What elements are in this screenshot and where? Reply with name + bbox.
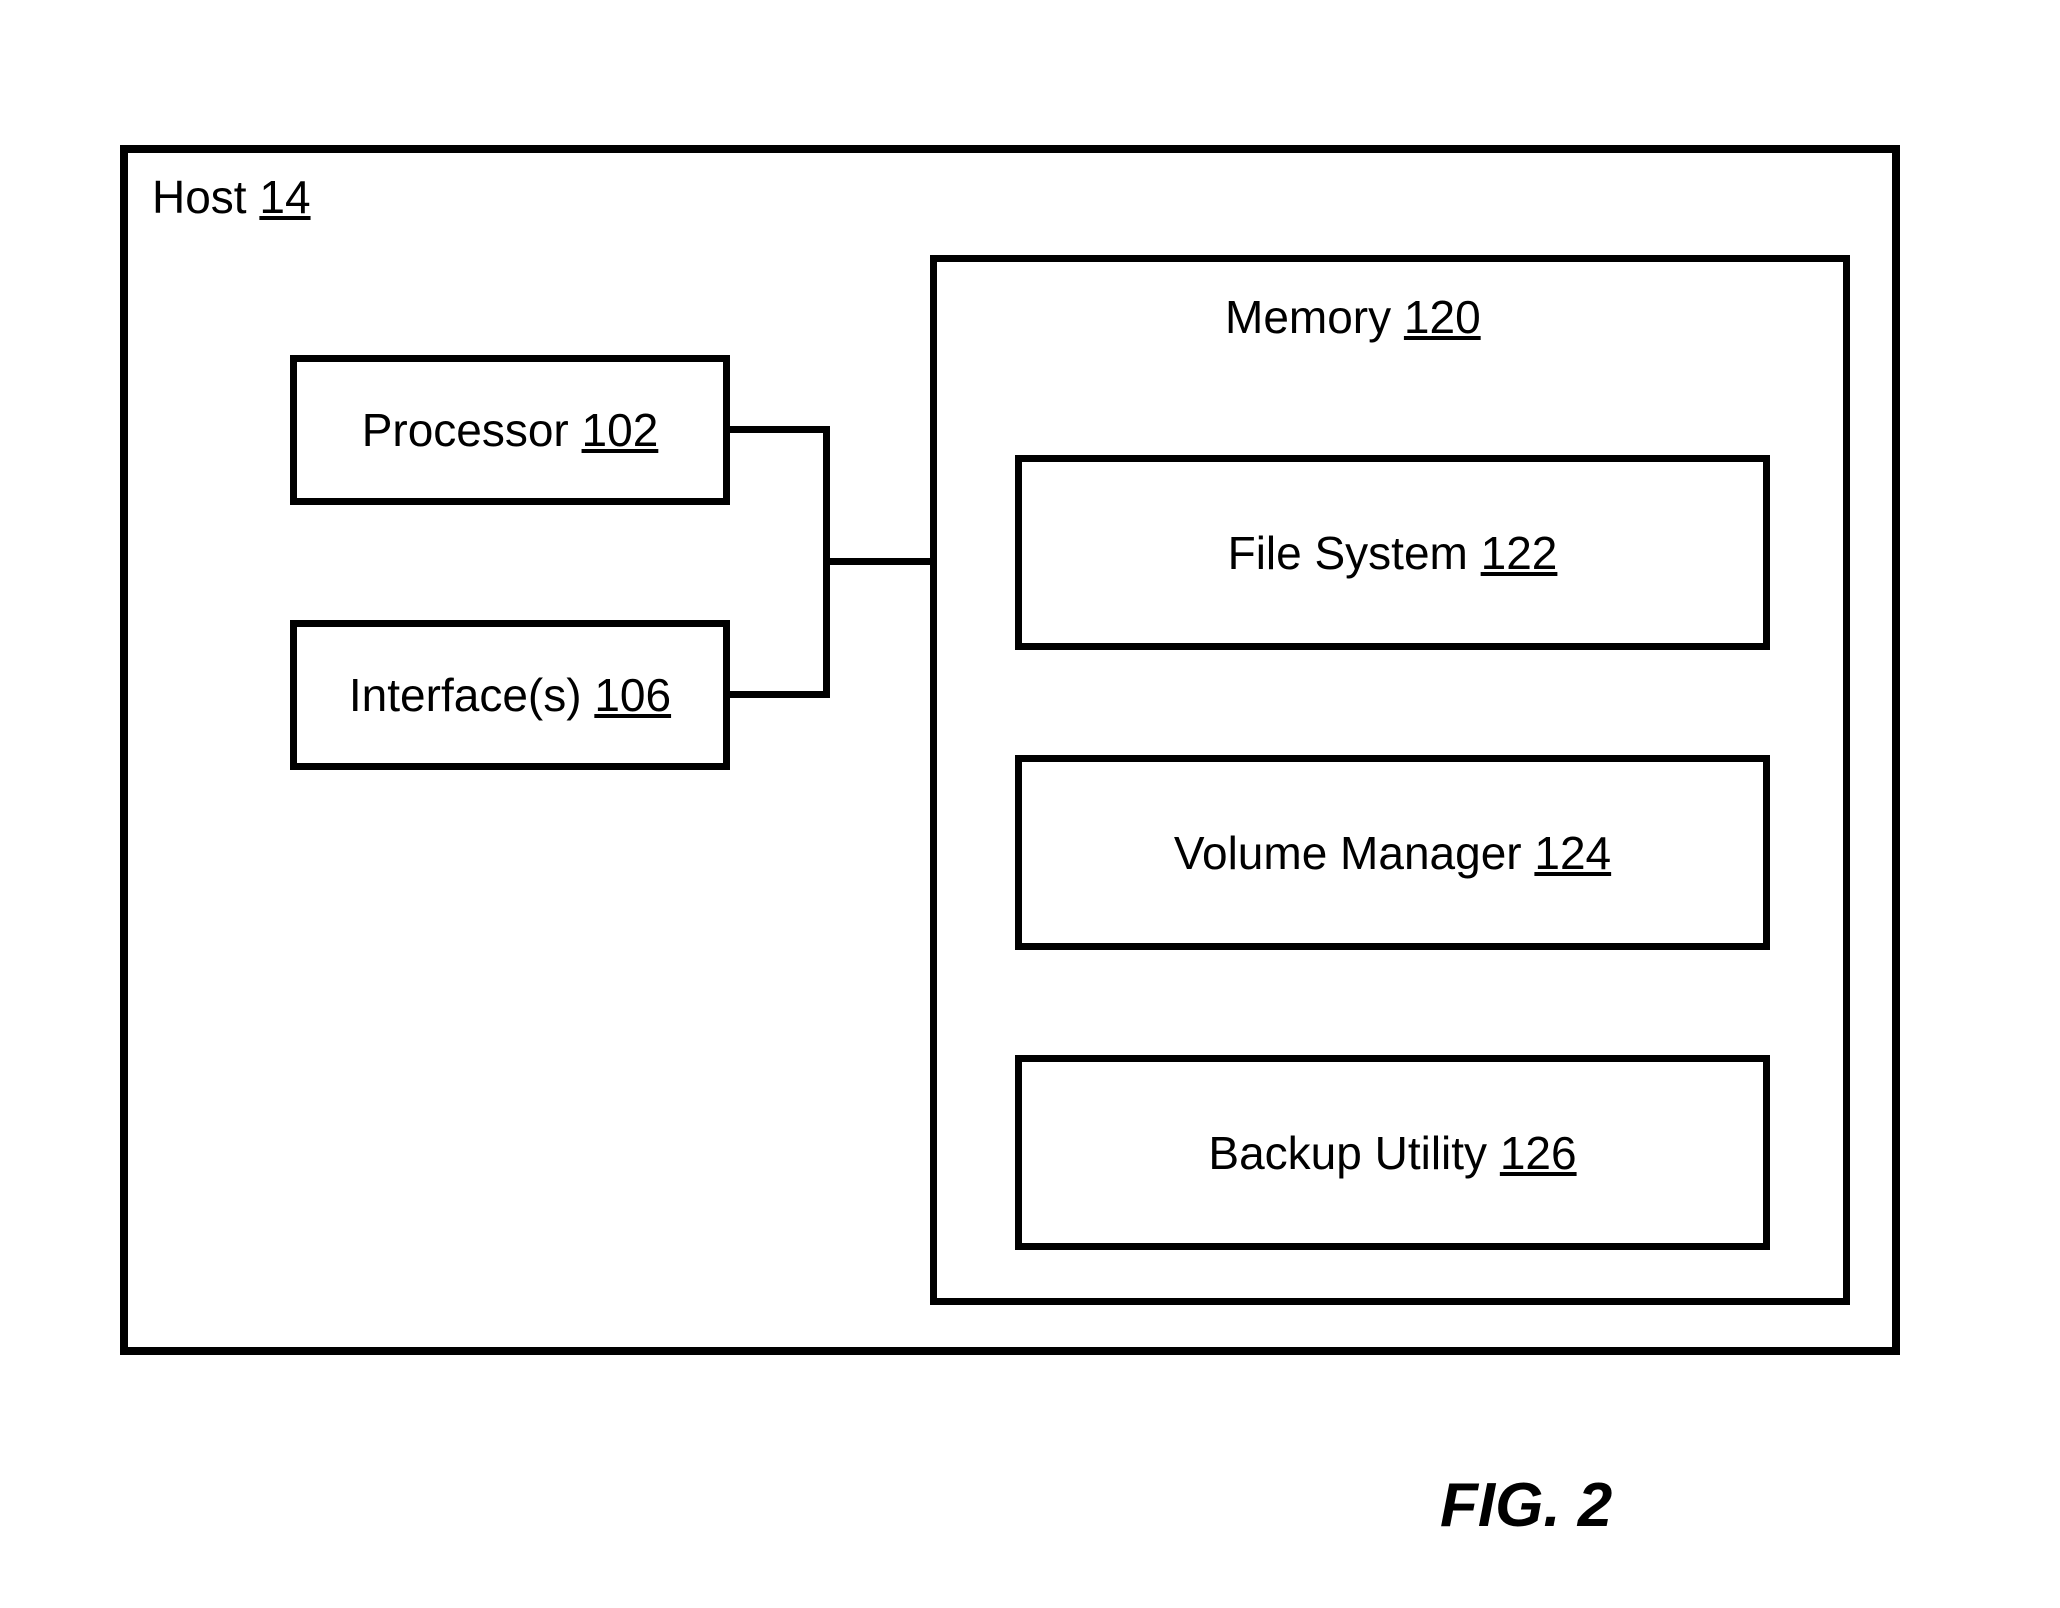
backup-utility-box: Backup Utility 126 <box>1015 1055 1770 1250</box>
connector-memory <box>823 558 931 565</box>
volume-manager-label-text: Volume Manager <box>1174 827 1535 879</box>
file-system-label: File System 122 <box>1228 526 1558 580</box>
connector-processor <box>730 426 830 433</box>
processor-label: Processor 102 <box>362 403 659 457</box>
figure-caption: FIG. 2 <box>1440 1470 1612 1541</box>
processor-box: Processor 102 <box>290 355 730 505</box>
interfaces-label: Interface(s) 106 <box>349 668 671 722</box>
memory-label-text: Memory <box>1225 291 1404 343</box>
processor-ref: 102 <box>582 404 659 456</box>
file-system-box: File System 122 <box>1015 455 1770 650</box>
file-system-label-text: File System <box>1228 527 1481 579</box>
interfaces-ref: 106 <box>594 669 671 721</box>
interfaces-label-text: Interface(s) <box>349 669 594 721</box>
memory-ref: 120 <box>1404 291 1481 343</box>
host-label-text: Host <box>152 171 259 223</box>
file-system-ref: 122 <box>1481 527 1558 579</box>
volume-manager-ref: 124 <box>1534 827 1611 879</box>
host-ref: 14 <box>259 171 310 223</box>
backup-utility-label: Backup Utility 126 <box>1208 1126 1576 1180</box>
processor-label-text: Processor <box>362 404 582 456</box>
backup-utility-label-text: Backup Utility <box>1208 1127 1499 1179</box>
interfaces-box: Interface(s) 106 <box>290 620 730 770</box>
backup-utility-ref: 126 <box>1500 1127 1577 1179</box>
volume-manager-label: Volume Manager 124 <box>1174 826 1611 880</box>
connector-interfaces <box>730 691 830 698</box>
volume-manager-box: Volume Manager 124 <box>1015 755 1770 950</box>
diagram-canvas: Host 14 Processor 102 Interface(s) 106 M… <box>0 0 2060 1608</box>
memory-label: Memory 120 <box>1225 290 1481 344</box>
host-label: Host 14 <box>152 170 311 224</box>
